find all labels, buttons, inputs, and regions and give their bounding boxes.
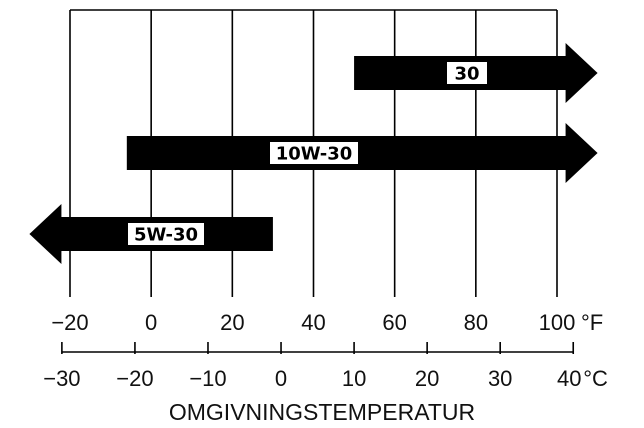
celsius-tick-7: 40 (557, 366, 581, 391)
celsius-tick-3: 0 (275, 366, 287, 391)
fahrenheit-tick-4: 60 (382, 310, 406, 335)
celsius-tick-4: 10 (342, 366, 366, 391)
fahrenheit-tick-0: −20 (51, 310, 88, 335)
bar-arrow-10W-30 (126, 123, 598, 183)
celsius-axis: −30 −20 −10 0 10 20 30 40 °C (43, 342, 608, 391)
celsius-unit: °C (583, 366, 608, 391)
fahrenheit-tick-labels: −20 0 20 40 60 80 100 °F (51, 310, 603, 335)
fahrenheit-tick-6: 100 (539, 310, 576, 335)
viscosity-bars: 30 10W-30 5W-30 (29, 43, 598, 264)
celsius-tick-5: 20 (415, 366, 439, 391)
bar-label-box-0 (447, 62, 487, 84)
celsius-tick-0: −30 (43, 366, 80, 391)
celsius-tick-1: −20 (116, 366, 153, 391)
bar-label-1: 10W-30 (276, 144, 353, 165)
fahrenheit-tick-1: 0 (145, 310, 157, 335)
axis-title: OMGIVNINGSTEMPERATUR (169, 399, 475, 425)
celsius-tick-6: 30 (488, 366, 512, 391)
bar-label-0: 30 (454, 64, 479, 85)
bar-label-2: 5W-30 (134, 225, 198, 246)
fahrenheit-unit: °F (581, 310, 603, 335)
celsius-tick-2: −10 (189, 366, 226, 391)
fahrenheit-tick-2: 20 (220, 310, 244, 335)
bar-label-box-2 (128, 223, 204, 245)
bar-label-box-1 (270, 142, 358, 164)
fahrenheit-tick-3: 40 (301, 310, 325, 335)
fahrenheit-tick-5: 80 (464, 310, 488, 335)
